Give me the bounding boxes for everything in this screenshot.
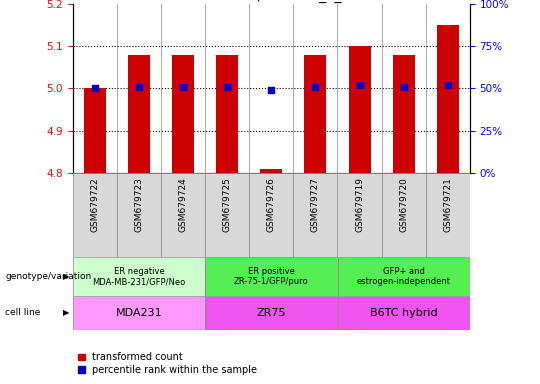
Point <box>179 84 187 90</box>
Text: MDA231: MDA231 <box>116 308 163 318</box>
Bar <box>382 173 426 257</box>
Bar <box>205 296 338 330</box>
Text: GSM679723: GSM679723 <box>134 177 144 232</box>
Text: genotype/variation: genotype/variation <box>5 272 92 281</box>
Text: GSM679724: GSM679724 <box>179 177 188 232</box>
Bar <box>437 25 459 173</box>
Bar <box>73 173 117 257</box>
Text: ▶: ▶ <box>63 308 70 318</box>
Text: GSM679720: GSM679720 <box>399 177 408 232</box>
Text: cell line: cell line <box>5 308 41 318</box>
Bar <box>293 173 338 257</box>
Text: GSM679721: GSM679721 <box>443 177 452 232</box>
Legend: transformed count, percentile rank within the sample: transformed count, percentile rank withi… <box>78 353 258 375</box>
Title: GDS4067 / 204450_x_at: GDS4067 / 204450_x_at <box>187 0 355 3</box>
Text: GSM679719: GSM679719 <box>355 177 364 232</box>
Text: ER negative
MDA-MB-231/GFP/Neo: ER negative MDA-MB-231/GFP/Neo <box>92 267 186 286</box>
Point <box>443 82 452 88</box>
Bar <box>338 173 382 257</box>
Bar <box>338 257 470 296</box>
Point <box>223 84 232 90</box>
Point <box>355 82 364 88</box>
Bar <box>426 173 470 257</box>
Bar <box>305 55 327 173</box>
Text: ER positive
ZR-75-1/GFP/puro: ER positive ZR-75-1/GFP/puro <box>234 267 309 286</box>
Text: B6TC hybrid: B6TC hybrid <box>370 308 437 318</box>
Bar <box>73 257 205 296</box>
Bar <box>205 257 338 296</box>
Point <box>399 84 408 90</box>
Text: ZR75: ZR75 <box>256 308 286 318</box>
Bar <box>73 296 205 330</box>
Bar <box>161 173 205 257</box>
Bar <box>348 46 370 173</box>
Bar <box>249 173 293 257</box>
Bar <box>260 169 282 173</box>
Bar <box>128 55 150 173</box>
Text: GSM679727: GSM679727 <box>311 177 320 232</box>
Point <box>91 85 99 91</box>
Bar <box>172 55 194 173</box>
Text: GSM679722: GSM679722 <box>91 177 99 232</box>
Point <box>267 87 275 93</box>
Text: ▶: ▶ <box>63 272 70 281</box>
Text: GSM679725: GSM679725 <box>223 177 232 232</box>
Text: GFP+ and
estrogen-independent: GFP+ and estrogen-independent <box>356 267 451 286</box>
Bar <box>205 173 249 257</box>
Bar <box>117 173 161 257</box>
Point <box>311 84 320 90</box>
Point <box>135 84 144 90</box>
Bar <box>216 55 238 173</box>
Bar <box>393 55 415 173</box>
Bar <box>338 296 470 330</box>
Bar <box>84 88 106 173</box>
Text: GSM679726: GSM679726 <box>267 177 276 232</box>
